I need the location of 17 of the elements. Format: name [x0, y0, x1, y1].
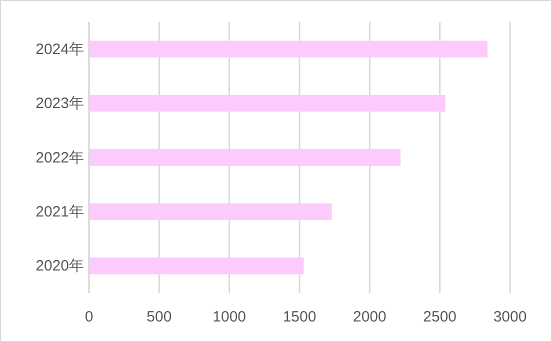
x-tick-label: 3000 [493, 308, 527, 326]
x-tick-label: 1500 [282, 308, 316, 326]
x-tick-label: 2500 [423, 308, 457, 326]
x-tick-label: 2000 [352, 308, 386, 326]
y-tick-label: 2022年 [36, 149, 84, 166]
y-tick-label: 2023年 [36, 95, 84, 112]
x-tick-label: 500 [146, 308, 172, 326]
bar [89, 149, 401, 166]
bar [89, 203, 332, 220]
y-tick-label: 2020年 [36, 258, 84, 275]
bar [89, 94, 446, 112]
x-tick-label: 1000 [212, 308, 246, 326]
x-tick-label: 0 [84, 308, 94, 326]
y-tick-label: 2024年 [36, 40, 84, 58]
bar [89, 258, 304, 274]
bar [89, 40, 488, 58]
y-tick-label: 2021年 [36, 204, 84, 220]
